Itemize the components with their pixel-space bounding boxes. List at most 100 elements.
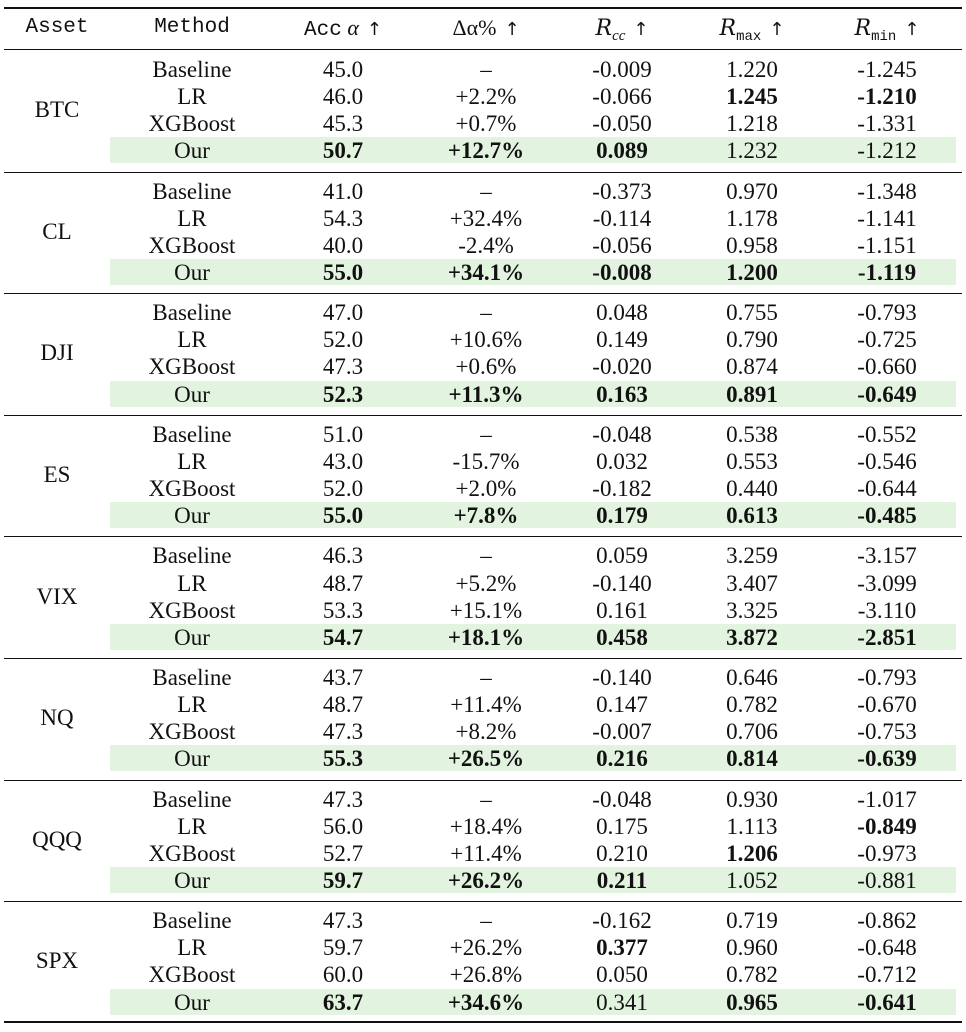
cell-r-max: 1.220 bbox=[726, 57, 778, 82]
group-rule bbox=[4, 658, 962, 659]
cell-method: XGBoost bbox=[148, 354, 236, 380]
header-rmin-label: R bbox=[854, 16, 872, 41]
highlight-row-bg bbox=[110, 988, 956, 1015]
cell-r-cc: -0.009 bbox=[592, 57, 652, 82]
cell-r-max: 0.958 bbox=[726, 232, 778, 258]
cell-r-cc: 0.059 bbox=[596, 543, 648, 569]
header-rmin: Rmin ↑ bbox=[854, 14, 920, 45]
cell-r-cc: -0.020 bbox=[592, 354, 652, 380]
cell-r-min: -2.851 bbox=[857, 624, 917, 650]
cell-method: Our bbox=[174, 138, 210, 164]
cell-method: Baseline bbox=[152, 421, 232, 447]
cell-delta-acc: +7.8% bbox=[453, 503, 519, 529]
asset-label: VIX bbox=[36, 583, 78, 609]
highlight-row-bg bbox=[110, 866, 956, 893]
cell-r-cc: -0.162 bbox=[592, 908, 652, 934]
cell-method: Our bbox=[174, 503, 210, 529]
cell-acc: 59.7 bbox=[322, 935, 364, 961]
cell-acc: 40.0 bbox=[322, 232, 364, 258]
cell-acc: 47.0 bbox=[322, 300, 364, 326]
header-delta-label: Δα% bbox=[452, 15, 497, 40]
cell-r-cc: 0.377 bbox=[596, 935, 648, 961]
cell-r-cc: 0.089 bbox=[596, 138, 648, 164]
header-acc-symbol: α bbox=[347, 15, 359, 40]
bottom-rule bbox=[4, 1021, 962, 1023]
cell-delta-acc: – bbox=[480, 665, 492, 690]
cell-acc: 46.0 bbox=[322, 84, 364, 110]
cell-r-min: -1.017 bbox=[857, 786, 917, 812]
asset-label: QQQ bbox=[32, 826, 82, 852]
cell-r-max: 0.553 bbox=[726, 448, 778, 474]
cell-r-min: -0.793 bbox=[857, 665, 917, 690]
cell-acc: 52.0 bbox=[322, 476, 364, 501]
cell-acc: 53.3 bbox=[322, 597, 364, 623]
cell-r-cc: 0.210 bbox=[596, 840, 648, 866]
cell-r-max: 0.755 bbox=[726, 300, 778, 326]
asset-label: SPX bbox=[35, 948, 79, 974]
header-rmin-sub: min bbox=[871, 29, 897, 45]
cell-method: XGBoost bbox=[148, 232, 236, 258]
cell-method: XGBoost bbox=[148, 111, 236, 137]
cell-acc: 55.0 bbox=[322, 503, 364, 529]
cell-delta-acc: +26.5% bbox=[447, 746, 525, 772]
cell-r-max: 1.232 bbox=[726, 138, 778, 164]
cell-acc: 47.3 bbox=[322, 786, 364, 812]
cell-method: Baseline bbox=[152, 178, 232, 204]
cell-r-max: 0.646 bbox=[726, 665, 778, 690]
cell-method: LR bbox=[177, 327, 207, 353]
group-rule bbox=[4, 414, 962, 416]
up-arrow-icon: ↑ bbox=[504, 19, 520, 40]
cell-r-max: 1.200 bbox=[726, 259, 778, 285]
cell-r-max: 0.891 bbox=[726, 381, 778, 407]
cell-r-max: 3.259 bbox=[726, 543, 778, 569]
cell-method: LR bbox=[177, 205, 207, 231]
top-rule bbox=[4, 7, 962, 9]
cell-r-max: 0.538 bbox=[726, 421, 778, 447]
cell-r-cc: -0.056 bbox=[592, 232, 652, 258]
cell-r-max: 1.245 bbox=[726, 84, 778, 110]
cell-acc: 45.3 bbox=[322, 111, 364, 137]
cell-acc: 52.0 bbox=[322, 327, 364, 353]
cell-r-max: 0.814 bbox=[726, 746, 778, 772]
cell-method: Our bbox=[174, 259, 210, 285]
cell-delta-acc: – bbox=[480, 543, 492, 569]
header-rcc-sub: cc bbox=[612, 28, 626, 44]
cell-delta-acc: +15.1% bbox=[449, 597, 523, 623]
cell-r-min: -0.973 bbox=[857, 840, 917, 866]
cell-delta-acc: – bbox=[480, 178, 492, 204]
header-rcc: Rcc ↑ bbox=[596, 14, 649, 44]
cell-r-min: -0.546 bbox=[857, 448, 917, 474]
group-rule bbox=[4, 536, 962, 538]
cell-delta-acc: – bbox=[480, 908, 492, 934]
cell-r-min: -3.099 bbox=[857, 570, 917, 596]
cell-r-cc: 0.147 bbox=[596, 692, 648, 718]
cell-r-max: 1.218 bbox=[726, 111, 778, 137]
cell-delta-acc: +2.2% bbox=[455, 84, 517, 110]
cell-acc: 59.7 bbox=[322, 867, 364, 893]
cell-method: LR bbox=[177, 813, 207, 839]
cell-r-cc: 0.048 bbox=[596, 300, 648, 326]
cell-delta-acc: +32.4% bbox=[449, 205, 523, 231]
asset-label: DJI bbox=[40, 340, 74, 366]
cell-delta-acc: +18.1% bbox=[447, 624, 525, 650]
cell-r-min: -0.639 bbox=[857, 746, 917, 772]
cell-r-max: 0.874 bbox=[726, 354, 778, 380]
cell-r-cc: -0.048 bbox=[592, 786, 652, 812]
cell-r-max: 0.965 bbox=[726, 989, 778, 1015]
cell-acc: 47.3 bbox=[322, 354, 364, 380]
cell-r-cc: 0.216 bbox=[596, 746, 648, 772]
group-rule bbox=[4, 901, 962, 903]
cell-r-min: -0.649 bbox=[857, 381, 917, 407]
cell-acc: 63.7 bbox=[322, 989, 364, 1015]
header-delta: Δα% ↑ bbox=[452, 14, 519, 42]
cell-r-max: 1.178 bbox=[726, 205, 778, 231]
group-rule bbox=[4, 293, 962, 295]
cell-r-min: -1.245 bbox=[857, 57, 917, 82]
cell-delta-acc: +10.6% bbox=[449, 327, 523, 353]
cell-acc: 47.3 bbox=[322, 719, 364, 745]
cell-r-cc: -0.007 bbox=[592, 719, 652, 745]
cell-delta-acc: +34.6% bbox=[447, 989, 525, 1015]
cell-acc: 48.7 bbox=[322, 570, 364, 596]
cell-delta-acc: +11.3% bbox=[448, 381, 524, 407]
cell-method: Baseline bbox=[152, 57, 232, 82]
